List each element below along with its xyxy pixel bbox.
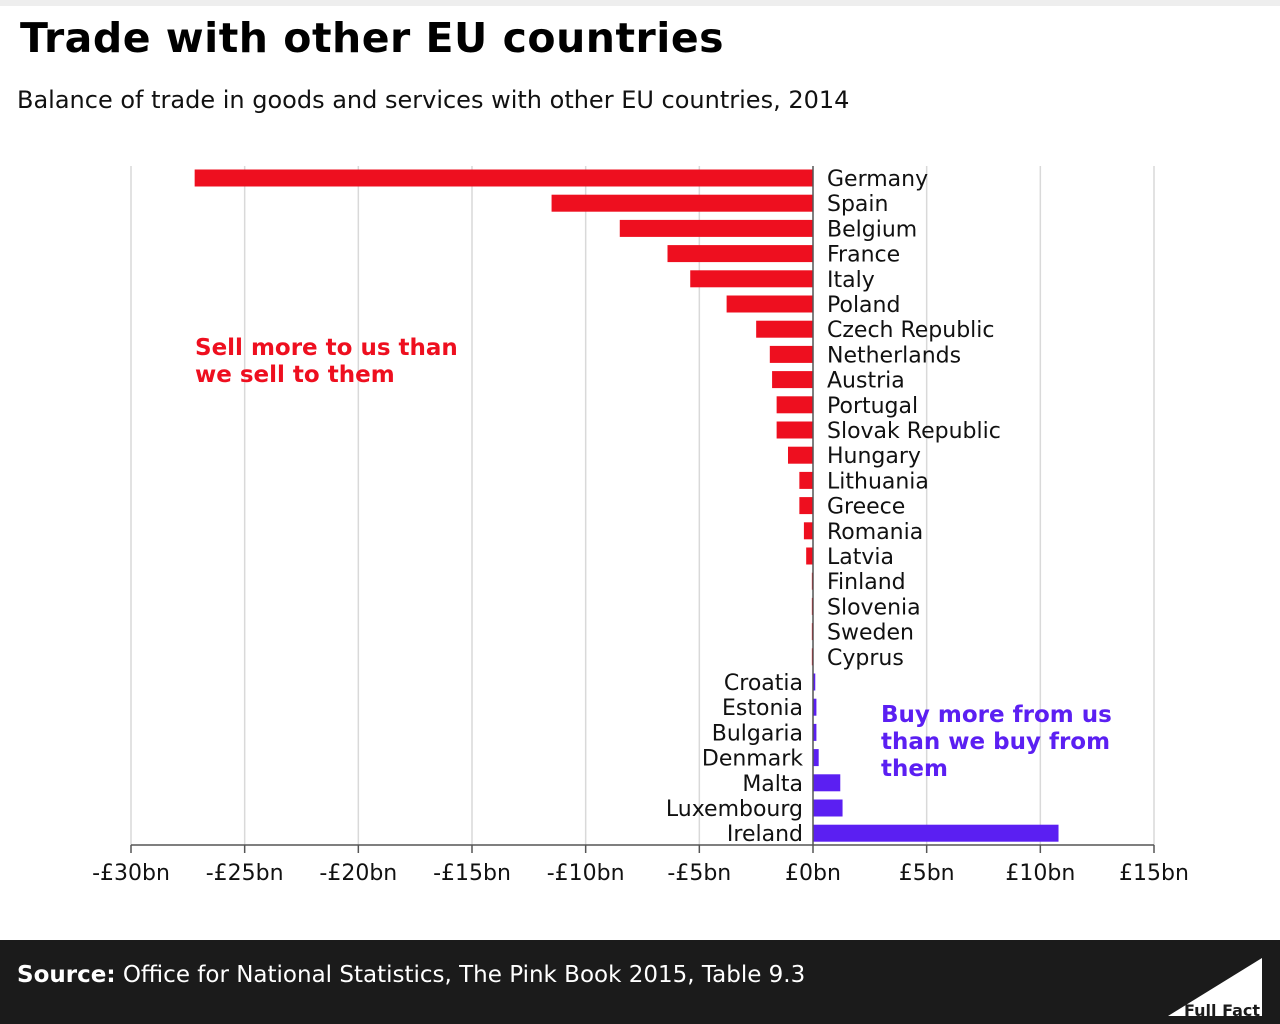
x-tick-label: -£20bn [319, 861, 397, 886]
category-label: Denmark [702, 747, 803, 772]
logo-text: Full Fact [1184, 1001, 1260, 1020]
bar [690, 270, 813, 288]
category-label: Netherlands [827, 343, 961, 368]
bar [813, 799, 843, 817]
category-label: Croatia [724, 671, 803, 696]
bar [619, 219, 813, 237]
category-label: Malta [742, 772, 803, 797]
category-label: Slovenia [827, 595, 921, 620]
category-label: Portugal [827, 394, 918, 419]
x-tick-label: -£15bn [433, 861, 511, 886]
bar [803, 522, 813, 540]
bar [813, 723, 817, 741]
category-label: Estonia [722, 696, 803, 721]
x-tick-label: £0bn [785, 861, 841, 886]
bar [813, 673, 816, 691]
x-tick-label: -£25bn [206, 861, 284, 886]
source-note: Source: Office for National Statistics, … [17, 962, 805, 988]
x-tick-label: £10bn [1005, 861, 1075, 886]
x-tick-label: £5bn [899, 861, 955, 886]
category-label: Belgium [827, 217, 917, 242]
category-label: Italy [827, 268, 875, 293]
bar [806, 547, 813, 565]
bar [787, 446, 813, 464]
full-fact-logo-icon [1168, 958, 1262, 1016]
source-label: Source: [17, 962, 116, 988]
bar [813, 698, 817, 716]
category-label: Finland [827, 570, 906, 595]
footer: Source: Office for National Statistics, … [0, 940, 1280, 1024]
bar [769, 345, 813, 363]
category-label: Czech Republic [827, 318, 995, 343]
bar [776, 396, 813, 414]
bar [194, 169, 814, 187]
bar [776, 421, 813, 439]
bar [667, 245, 813, 263]
category-label: Spain [827, 192, 888, 217]
bar-chart: -£30bn -£25bn -£20bn -£15bn -£10bn -£5bn £0bn £… [92, 166, 1189, 886]
category-label: Greece [827, 495, 905, 520]
annotation-line: them [881, 756, 948, 782]
category-label: Germany [827, 167, 928, 192]
bar [799, 497, 813, 515]
annotation-line: than we buy from [881, 729, 1110, 755]
source-text: Office for National Statistics, The Pink… [122, 962, 806, 988]
bar [813, 774, 841, 792]
annotation-line: Sell more to us than [195, 335, 458, 361]
top-rule [0, 0, 1280, 6]
x-tick-label: £15bn [1119, 861, 1189, 886]
x-tick-label: -£10bn [547, 861, 625, 886]
chart-subtitle: Balance of trade in goods and services w… [17, 86, 850, 114]
x-tick-label: -£30bn [92, 861, 170, 886]
bar [772, 371, 813, 389]
category-label: Slovak Republic [827, 419, 1001, 444]
category-label: Lithuania [827, 469, 929, 494]
category-label: Bulgaria [712, 721, 803, 746]
category-label: Luxembourg [666, 797, 803, 822]
x-tick-label: -£5bn [667, 861, 731, 886]
category-label: Romania [827, 520, 923, 545]
category-label: France [827, 243, 900, 268]
chart-title: Trade with other EU countries [20, 14, 725, 62]
category-label: Sweden [827, 621, 914, 646]
bar [726, 295, 813, 313]
category-label: Cyprus [827, 646, 904, 671]
bar [799, 471, 813, 489]
category-label: Hungary [827, 444, 921, 469]
bar [813, 749, 819, 767]
category-label: Latvia [827, 545, 894, 570]
annotation-line: Buy more from us [881, 702, 1112, 728]
category-label: Ireland [727, 822, 803, 847]
category-label: Austria [827, 369, 905, 394]
bar [813, 824, 1059, 842]
annotation-line: we sell to them [195, 362, 395, 388]
category-label: Poland [827, 293, 900, 318]
bar [551, 194, 813, 212]
bar [756, 320, 813, 338]
